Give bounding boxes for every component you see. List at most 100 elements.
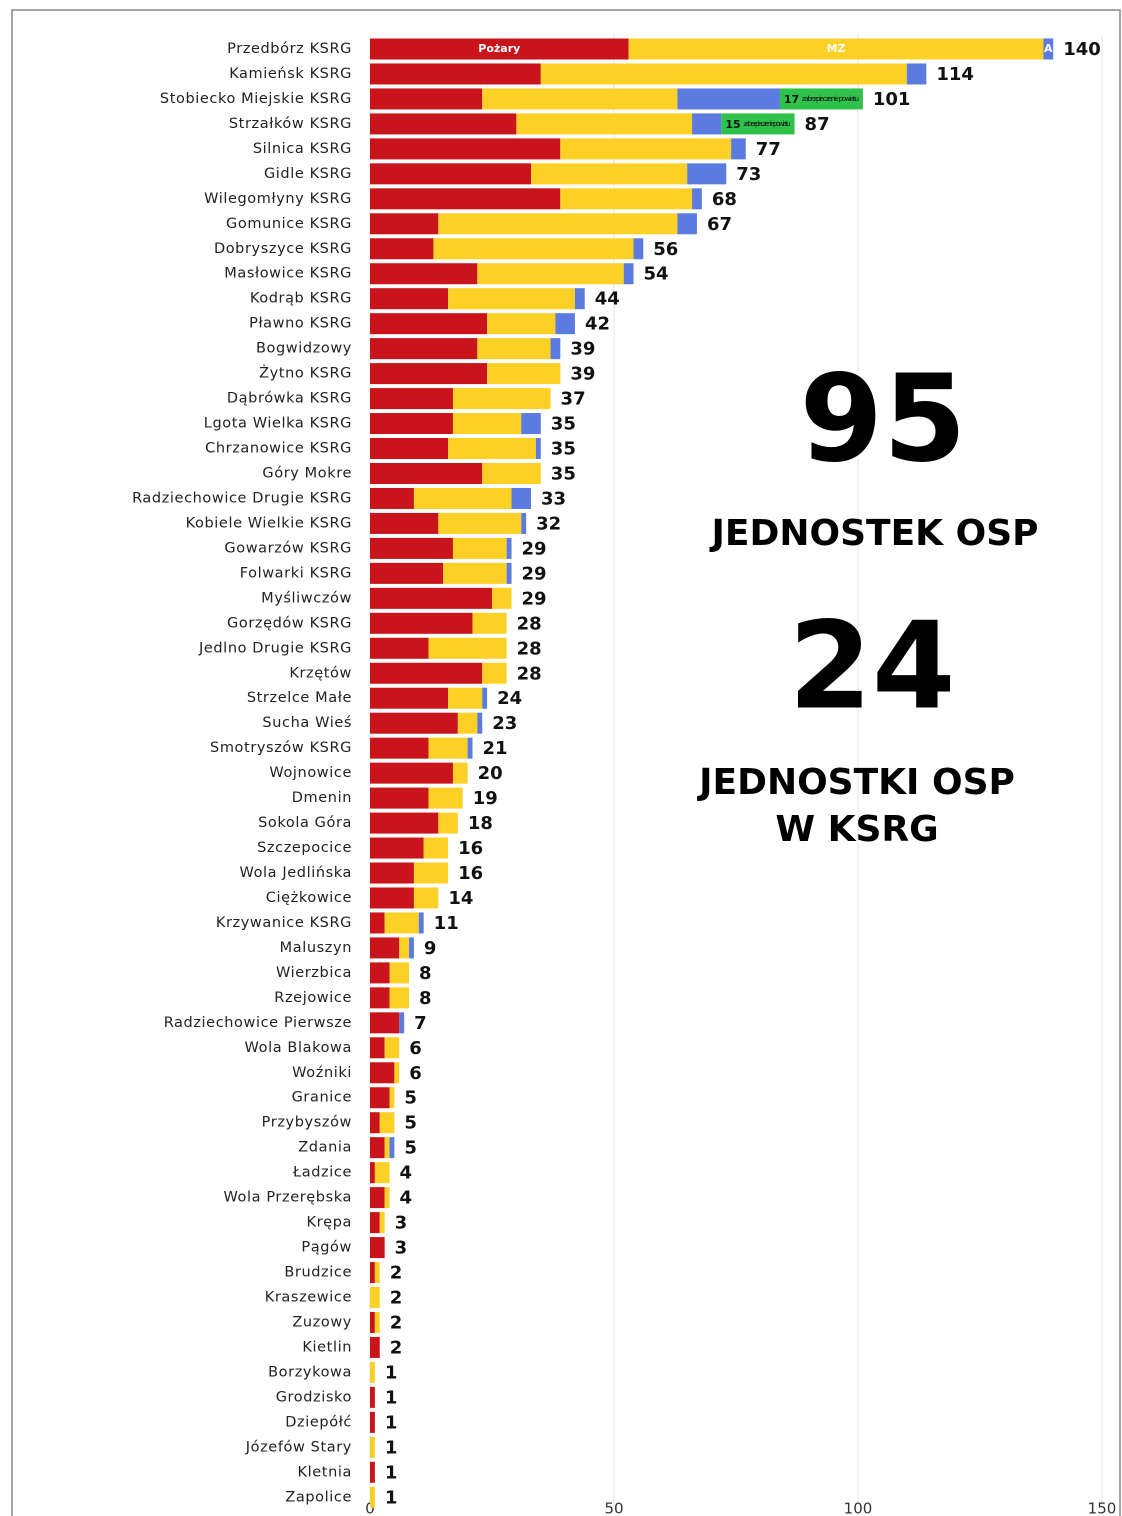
category-label: Ciężkowice — [266, 890, 352, 906]
bar-segment — [379, 1112, 395, 1134]
total-label: 2 — [390, 1337, 403, 1358]
bar-segment — [677, 213, 697, 235]
total-label: 56 — [653, 239, 678, 260]
bar-segment — [370, 1012, 400, 1034]
bar-segment — [477, 263, 624, 285]
category-label: Lgota Wielka KSRG — [204, 416, 352, 432]
bar-segment — [370, 637, 429, 659]
category-label: Kraszewice — [265, 1290, 352, 1306]
category-label: Zdania — [298, 1140, 352, 1156]
bar-segment — [628, 38, 1044, 60]
total-label: 14 — [448, 888, 473, 909]
total-label: 37 — [561, 389, 586, 410]
bar-segment — [370, 288, 449, 310]
bar-segment — [560, 138, 732, 160]
category-label: Maluszyn — [280, 940, 352, 956]
total-label: 5 — [404, 1113, 417, 1134]
bar-segment — [731, 138, 746, 160]
category-label: Woźniki — [292, 1065, 352, 1081]
x-tick-label: 50 — [604, 1500, 623, 1516]
total-label: 1 — [385, 1362, 398, 1383]
bar-segment — [370, 687, 449, 709]
total-label: 11 — [434, 913, 459, 934]
bar-segment — [370, 887, 414, 909]
category-label: Góry Mokre — [262, 465, 352, 481]
total-label: 39 — [570, 339, 595, 360]
category-label: Granice — [292, 1090, 352, 1106]
bar-segment — [370, 937, 400, 959]
total-label: 29 — [522, 563, 547, 584]
total-label: 7 — [414, 1013, 427, 1034]
total-label: 54 — [644, 264, 669, 285]
bar-segment — [370, 462, 483, 484]
bar-segment — [374, 1262, 380, 1284]
bar-segment — [370, 1112, 380, 1134]
total-label: 8 — [419, 988, 432, 1009]
bar-segment — [511, 487, 532, 509]
annotation: W KSRG — [775, 809, 938, 850]
bar-segment — [370, 837, 424, 859]
category-label: Pławno KSRG — [249, 316, 352, 332]
total-label: 4 — [400, 1163, 413, 1184]
bar-segment — [409, 937, 414, 959]
category-label: Dąbrówka KSRG — [227, 391, 352, 407]
bar-segment — [370, 1336, 380, 1358]
bar-segment — [574, 288, 585, 310]
bar-segment — [531, 163, 688, 185]
bar-segment — [370, 962, 390, 984]
bar-segment — [370, 812, 439, 834]
category-label: Wola Jedlińska — [239, 865, 352, 881]
bar-segment — [413, 887, 439, 909]
category-label: Wierzbica — [276, 965, 352, 981]
bar-segment — [370, 1262, 375, 1284]
bar-segment — [482, 462, 541, 484]
category-label: Bogwidzowy — [256, 341, 352, 357]
category-label: Żytno KSRG — [259, 364, 352, 382]
category-label: Strzałków KSRG — [229, 116, 352, 132]
category-label: Zuzowy — [292, 1314, 352, 1330]
annotation: 24 — [789, 598, 956, 737]
bar-segment — [370, 113, 517, 135]
bar-segment — [370, 787, 429, 809]
annotation: JEDNOSTKI OSP — [696, 762, 1015, 803]
category-label: Krępa — [307, 1215, 352, 1231]
category-label: Kietlin — [302, 1339, 352, 1355]
total-label: 44 — [595, 289, 620, 310]
series-label: A — [1044, 42, 1053, 55]
total-label: 1 — [385, 1437, 398, 1458]
bar-segment — [370, 63, 541, 85]
bar-segment — [452, 537, 507, 559]
bar-segment — [438, 812, 458, 834]
bar-segment — [370, 213, 439, 235]
bar-segment — [370, 138, 561, 160]
total-label: 1 — [385, 1387, 398, 1408]
category-label: Smotryszów KSRG — [210, 740, 352, 756]
total-label: 35 — [551, 414, 576, 435]
category-label: Gowarzów KSRG — [224, 540, 352, 556]
total-label: 42 — [585, 314, 610, 335]
bar-segment — [370, 313, 488, 335]
bar-segment — [413, 862, 449, 884]
total-label: 8 — [419, 963, 432, 984]
total-label: 67 — [707, 214, 732, 235]
bar-segment — [457, 712, 478, 734]
bar-segment — [487, 313, 556, 335]
category-label: Wojnowice — [269, 765, 352, 781]
total-label: 28 — [517, 663, 542, 684]
bar-segment — [482, 662, 507, 684]
bar-segment — [384, 912, 419, 934]
total-label: 18 — [468, 813, 493, 834]
total-label: 1 — [385, 1487, 398, 1508]
bar-segment — [370, 612, 473, 634]
category-label: Zapolice — [285, 1489, 352, 1505]
total-label: 35 — [551, 439, 576, 460]
bar-segment — [370, 1062, 395, 1084]
annotation: JEDNOSTEK OSP — [708, 513, 1038, 554]
category-label: Brudzice — [284, 1265, 352, 1281]
category-label: Masłowice KSRG — [224, 266, 352, 282]
total-label: 35 — [551, 463, 576, 484]
category-label: Gorzędów KSRG — [227, 615, 352, 631]
total-label: 77 — [756, 139, 781, 160]
total-label: 19 — [473, 788, 498, 809]
bar-segment — [506, 537, 512, 559]
